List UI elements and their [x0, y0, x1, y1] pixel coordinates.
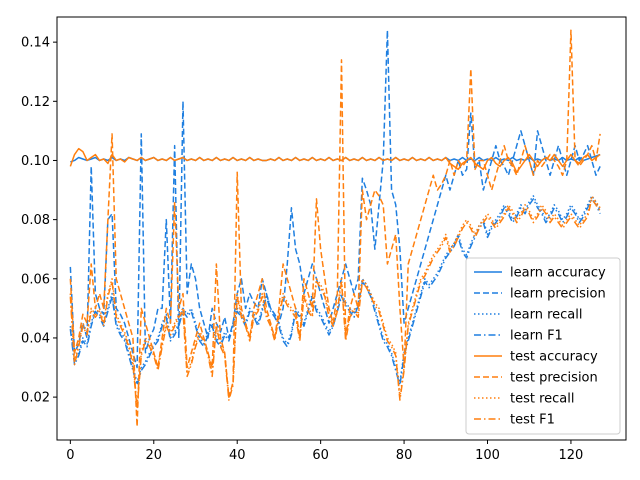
- y-tick-label: 0.02: [21, 391, 50, 406]
- y-tick-label: 0.04: [21, 331, 50, 346]
- legend-label: learn F1: [510, 329, 563, 344]
- x-tick-label: 80: [396, 448, 413, 463]
- x-axis: 0 20 40 60 80 100 120: [66, 440, 583, 463]
- legend-label: test precision: [510, 371, 598, 386]
- x-tick-label: 40: [229, 448, 246, 463]
- y-tick-label: 0.12: [21, 95, 50, 110]
- plot-lines: [69, 29, 601, 428]
- x-tick-label: 60: [312, 448, 329, 463]
- series-line-test-f1: [69, 198, 601, 410]
- y-tick-label: 0.08: [21, 213, 50, 228]
- x-tick-label: 120: [559, 448, 584, 463]
- legend-label: test accuracy: [510, 350, 598, 365]
- legend-label: test recall: [510, 392, 575, 407]
- y-tick-label: 0.06: [21, 272, 50, 287]
- series-line-learn-recall: [69, 195, 601, 384]
- x-tick-label: 100: [475, 448, 500, 463]
- legend-label: test F1: [510, 413, 555, 428]
- legend-label: learn precision: [510, 287, 606, 302]
- y-axis: 0.02 0.04 0.06 0.08 0.10 0.12 0.14: [21, 36, 57, 406]
- plot-frame: [56, 16, 627, 441]
- y-tick-label: 0.14: [21, 36, 50, 51]
- legend: learn accuracy learn precision learn recal…: [465, 257, 621, 435]
- legend-label: learn accuracy: [510, 266, 606, 281]
- legend-label: learn recall: [510, 308, 582, 323]
- series-line-learn-f1: [69, 198, 601, 387]
- series-line-test-accuracy: [69, 147, 601, 174]
- y-tick-label: 0.10: [21, 154, 50, 169]
- x-tick-label: 20: [146, 448, 163, 463]
- x-tick-label: 0: [66, 448, 74, 463]
- legend-box: [465, 257, 621, 435]
